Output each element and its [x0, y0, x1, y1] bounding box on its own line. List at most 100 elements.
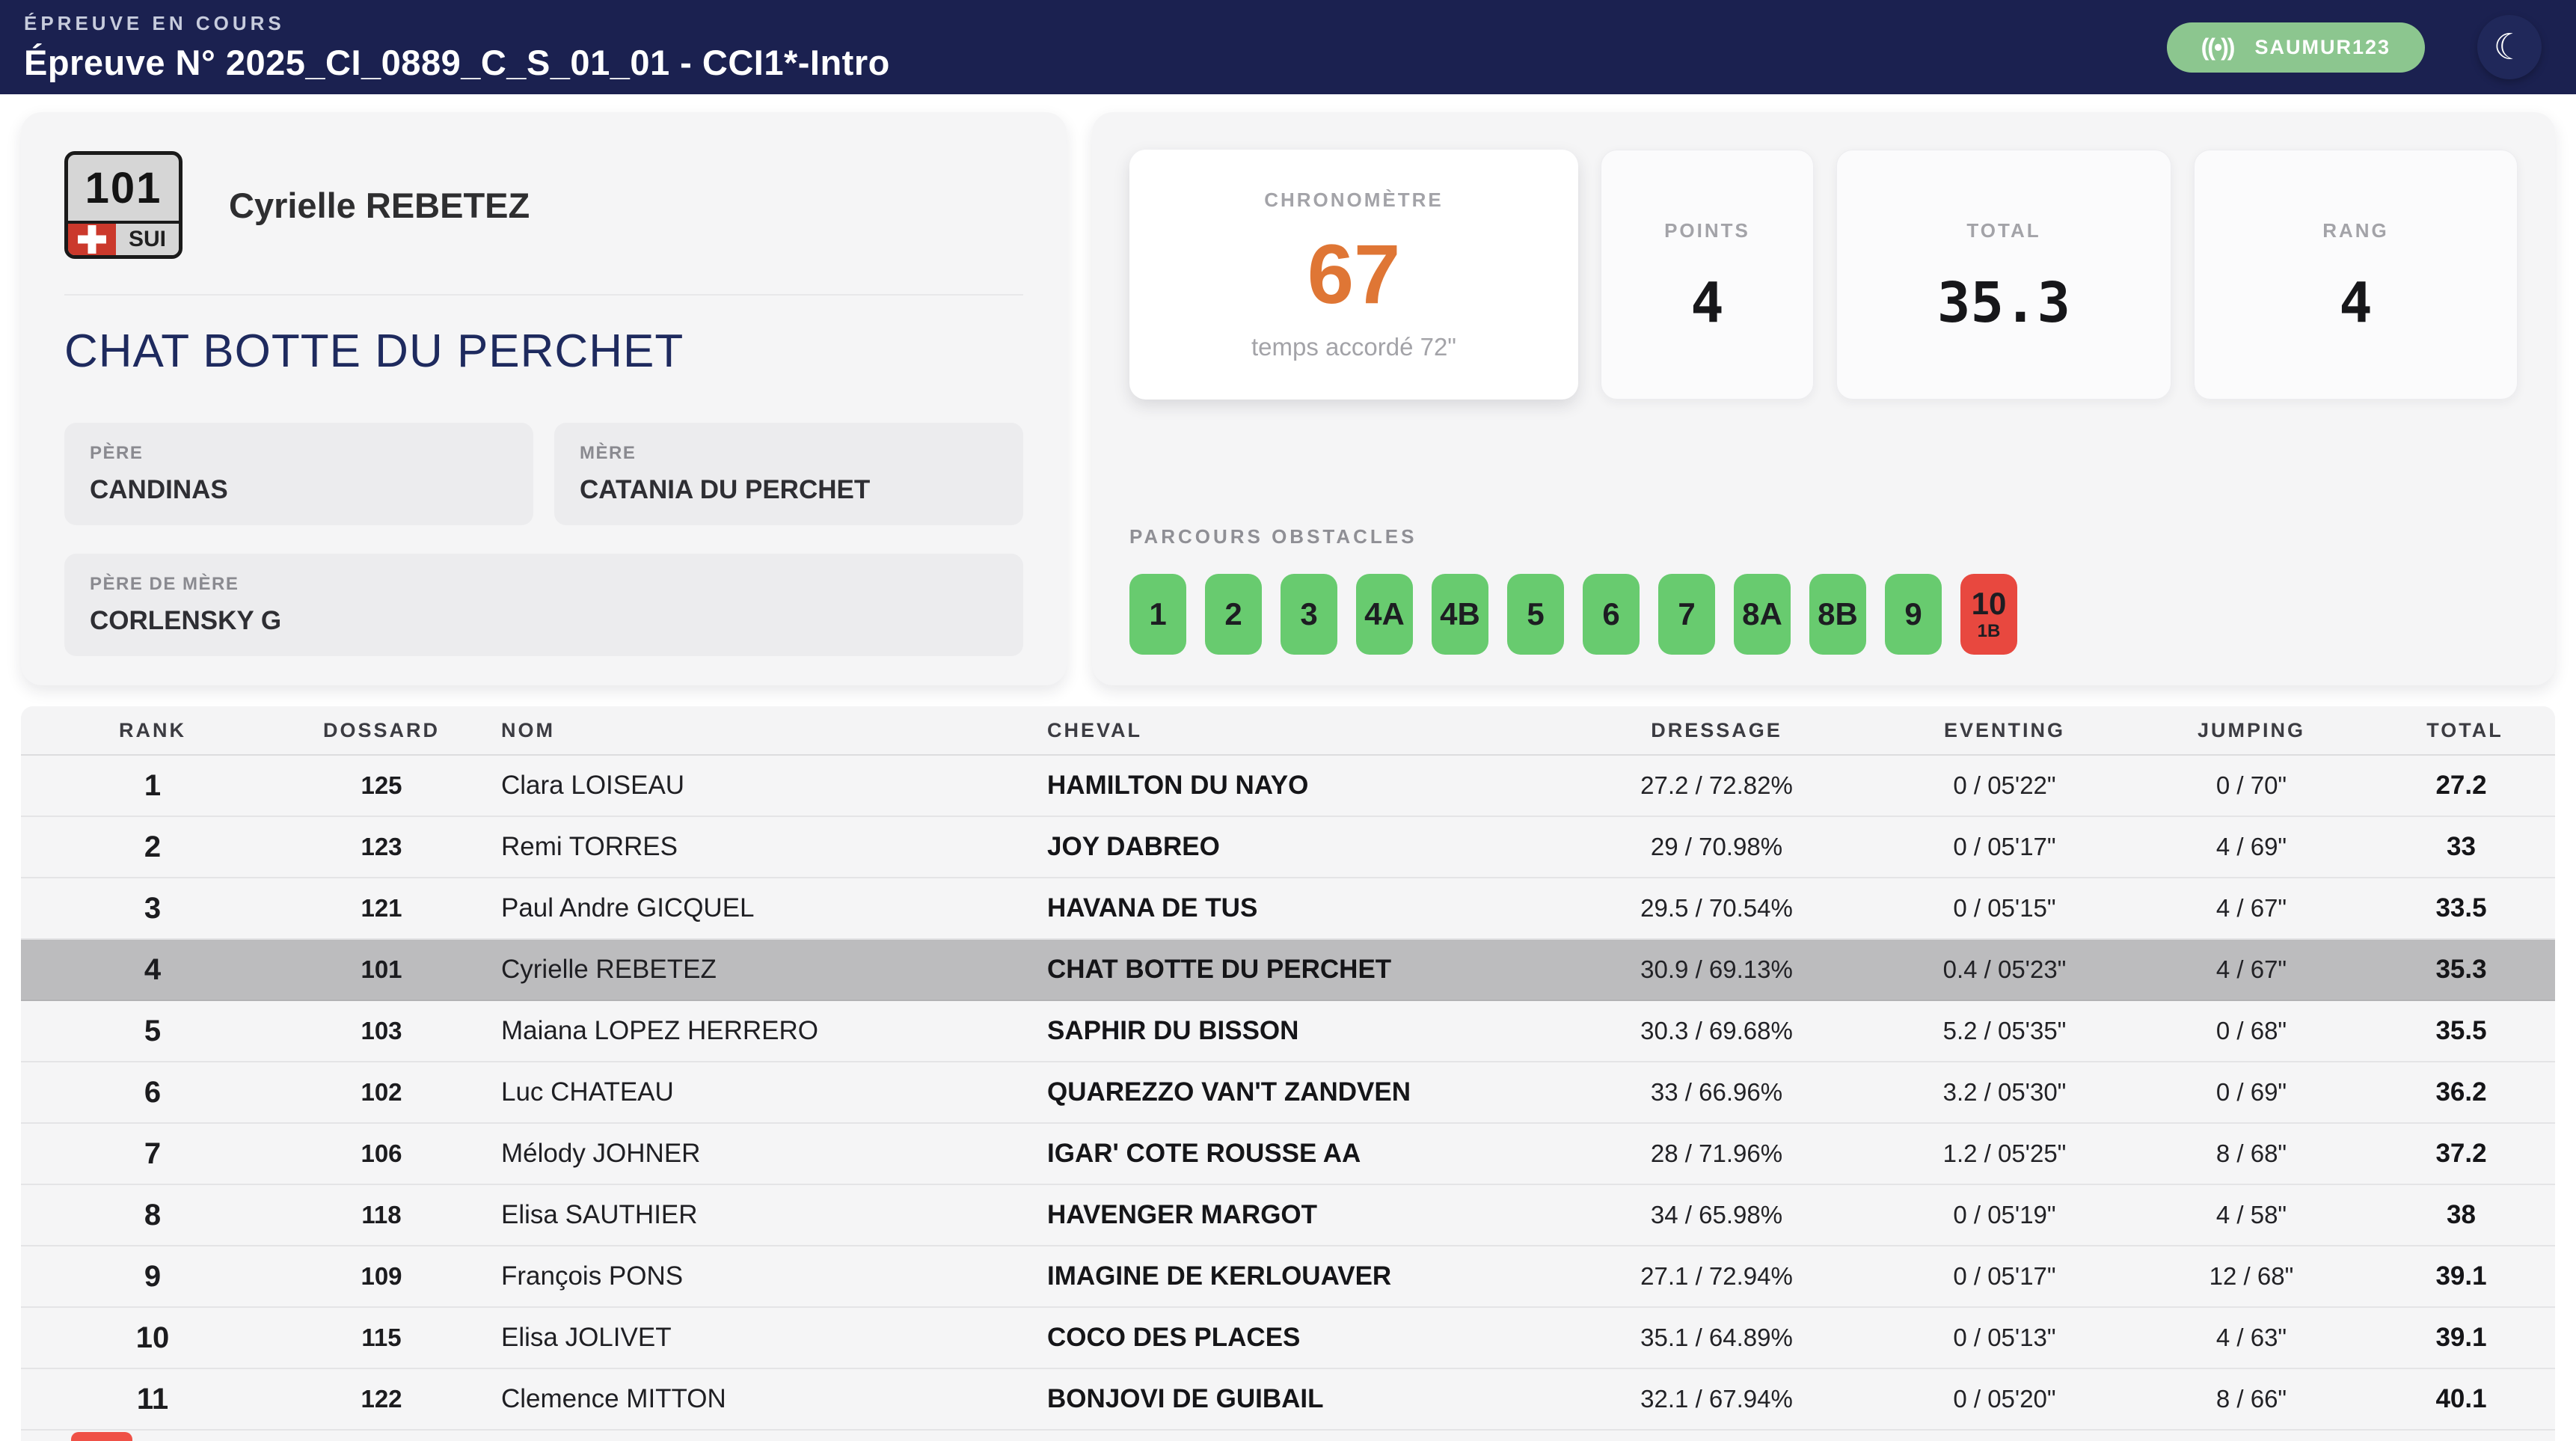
obstacle-number: 2 — [1224, 596, 1242, 631]
bib-nationality: SUI — [68, 221, 179, 255]
table-row[interactable]: 1 125 Clara LOISEAU HAMILTON DU NAYO 27.2 / … — [21, 756, 2555, 817]
broadcast-icon: ((•)) — [2201, 33, 2236, 61]
obstacle-chip-8a[interactable]: 8A — [1734, 574, 1791, 655]
cell-rank: 8 — [144, 1198, 162, 1232]
rider-identity-row: 101 SUI Cyrielle REBETEZ — [64, 151, 1023, 259]
cell-nom: François PONS — [501, 1261, 684, 1291]
cell-total: 37.2 — [2435, 1139, 2487, 1168]
cell-dossard: 122 — [361, 1385, 402, 1413]
cell-cheval: SAPHIR DU BISSON — [1047, 1016, 1299, 1045]
obstacle-chip-9[interactable]: 9 — [1885, 574, 1942, 655]
cell-rank: 4 — [144, 952, 162, 986]
obstacle-chip-4b[interactable]: 4B — [1432, 574, 1488, 655]
obstacles-section-label: PARCOURS OBSTACLES — [1129, 525, 1417, 548]
cell-cheval: CHAT BOTTE DU PERCHET — [1047, 955, 1392, 984]
obstacle-sub-label: 1B — [1977, 621, 2001, 641]
cell-dossard: 115 — [361, 1324, 402, 1351]
cell-rank: 7 — [144, 1136, 162, 1170]
table-row[interactable]: 6 102 Luc CHATEAU QUAREZZO VAN'T ZANDVEN 33 … — [21, 1062, 2555, 1124]
country-code: SUI — [116, 224, 179, 255]
cell-jumping: 12 / 68" — [2209, 1262, 2294, 1290]
cell-dossard: 102 — [361, 1078, 402, 1106]
column-header-total: TOTAL — [2426, 718, 2503, 741]
connection-badge-label: SAUMUR123 — [2254, 35, 2391, 58]
table-body: 1 125 Clara LOISEAU HAMILTON DU NAYO 27.2 / … — [21, 756, 2555, 1431]
pedigree-grid: PÈRE CANDINAS MÈRE CATANIA DU PERCHET PÈ… — [64, 423, 1023, 656]
cell-eventing: 5.2 / 05'35" — [1942, 1017, 2067, 1044]
cell-dressage: 35.1 / 64.89% — [1640, 1324, 1793, 1351]
cell-cheval: HAVANA DE TUS — [1047, 893, 1258, 923]
damsire-value: CORLENSKY G — [90, 606, 282, 635]
stat-cards-row: CHRONOMÈTRE 67 temps accordé 72" POINTS … — [1129, 150, 2518, 400]
table-row[interactable]: 10 115 Elisa JOLIVET COCO DES PLACES 35.1 / … — [21, 1308, 2555, 1369]
column-header-dressage: DRESSAGE — [1651, 718, 1782, 741]
cell-dressage: 32.1 / 67.94% — [1640, 1385, 1793, 1413]
app-header: ÉPREUVE EN COURS Épreuve N° 2025_CI_0889… — [0, 0, 2576, 94]
obstacle-chip-8b[interactable]: 8B — [1809, 574, 1866, 655]
cell-dressage: 30.3 / 69.68% — [1640, 1017, 1793, 1044]
column-header-jumping: JUMPING — [2197, 718, 2306, 741]
cell-rank: 11 — [136, 1382, 169, 1416]
obstacle-chip-4a[interactable]: 4A — [1356, 574, 1413, 655]
cell-rank: 5 — [144, 1014, 162, 1047]
cell-total: 39.1 — [2435, 1323, 2487, 1352]
cell-jumping: 0 / 69" — [2215, 1078, 2287, 1106]
cell-total: 39.1 — [2435, 1261, 2487, 1291]
cell-nom: Elisa SAUTHIER — [501, 1200, 698, 1229]
table-row[interactable]: 7 106 Mélody JOHNER IGAR' COTE ROUSSE AA 28 … — [21, 1124, 2555, 1185]
cell-cheval: QUAREZZO VAN'T ZANDVEN — [1047, 1077, 1411, 1107]
connection-badge[interactable]: ((•)) SAUMUR123 — [2166, 22, 2425, 73]
table-row-current[interactable]: 4 101 Cyrielle REBETEZ CHAT BOTTE DU PERCHE… — [21, 940, 2555, 1001]
results-table: RANK DOSSARD NOM CHEVAL DRESSAGE EVENTING JUMP… — [21, 706, 2555, 1441]
pedigree-damsire-box: PÈRE DE MÈRE CORLENSKY G — [64, 554, 1023, 656]
rider-name: Cyrielle REBETEZ — [229, 185, 530, 225]
cell-cheval: BONJOVI DE GUIBAIL — [1047, 1384, 1324, 1413]
table-row[interactable]: 5 103 Maiana LOPEZ HERRERO SAPHIR DU BISSON… — [21, 1001, 2555, 1062]
cell-total: 33 — [2447, 832, 2476, 861]
cell-eventing: 0 / 05'15" — [1953, 894, 2056, 922]
bib-card: 101 SUI — [64, 151, 183, 259]
column-header-dossard: DOSSARD — [322, 718, 440, 741]
obstacle-chip-2[interactable]: 2 — [1205, 574, 1262, 655]
cell-total: 33.5 — [2435, 893, 2487, 923]
moon-icon: ☾ — [2493, 28, 2526, 67]
table-row[interactable]: 8 118 Elisa SAUTHIER HAVENGER MARGOT 34 / 65… — [21, 1185, 2555, 1246]
column-header-eventing: EVENTING — [1943, 718, 2066, 741]
divider — [64, 294, 1023, 296]
total-card: TOTAL 35.3 — [1836, 150, 2171, 400]
obstacle-number: 5 — [1527, 596, 1545, 631]
cell-eventing: 3.2 / 05'30" — [1942, 1078, 2067, 1106]
cell-cheval: COCO DES PLACES — [1047, 1323, 1301, 1352]
obstacle-number: 3 — [1300, 596, 1318, 631]
cell-dressage: 27.1 / 72.94% — [1640, 1262, 1793, 1290]
obstacle-number: 4A — [1364, 596, 1405, 631]
eliminated-badge — [71, 1432, 132, 1441]
live-stats-panel: CHRONOMÈTRE 67 temps accordé 72" POINTS … — [1092, 112, 2555, 685]
obstacle-number: 8B — [1818, 596, 1858, 631]
obstacle-chip-7[interactable]: 7 — [1658, 574, 1715, 655]
table-row[interactable]: 3 121 Paul Andre GICQUEL HAVANA DE TUS 29.5 … — [21, 878, 2555, 940]
cell-dressage: 29.5 / 70.54% — [1640, 894, 1793, 922]
obstacle-number: 1 — [1149, 596, 1167, 631]
cell-eventing: 0 / 05'13" — [1953, 1324, 2056, 1351]
pedigree-dam-box: MÈRE CATANIA DU PERCHET — [554, 423, 1023, 525]
column-header-cheval: CHEVAL — [1047, 718, 1143, 741]
table-row[interactable]: 11 122 Clemence MITTON BONJOVI DE GUIBAIL 32… — [21, 1369, 2555, 1431]
cell-dossard: 109 — [361, 1262, 402, 1290]
obstacle-chip-5[interactable]: 5 — [1507, 574, 1564, 655]
table-row[interactable]: 2 123 Remi TORRES JOY DABREO 29 / 70.98% 0 / … — [21, 817, 2555, 878]
dark-mode-toggle[interactable]: ☾ — [2477, 15, 2542, 79]
cell-dressage: 30.9 / 69.13% — [1640, 955, 1793, 983]
obstacle-chip-10[interactable]: 10 1B — [1960, 574, 2017, 655]
obstacle-chip-3[interactable]: 3 — [1281, 574, 1337, 655]
cell-total: 36.2 — [2435, 1077, 2487, 1107]
cell-dressage: 34 / 65.98% — [1650, 1201, 1783, 1229]
horse-name: CHAT BOTTE DU PERCHET — [64, 325, 684, 377]
obstacle-chip-1[interactable]: 1 — [1129, 574, 1186, 655]
cell-rank: 9 — [144, 1259, 162, 1293]
obstacle-chip-6[interactable]: 6 — [1583, 574, 1640, 655]
chronometer-label: CHRONOMÈTRE — [1264, 188, 1444, 211]
table-row[interactable]: 9 109 François PONS IMAGINE DE KERLOUAVER 27… — [21, 1246, 2555, 1308]
cell-eventing: 0 / 05'17" — [1953, 1262, 2056, 1290]
dam-label: MÈRE — [580, 443, 637, 463]
